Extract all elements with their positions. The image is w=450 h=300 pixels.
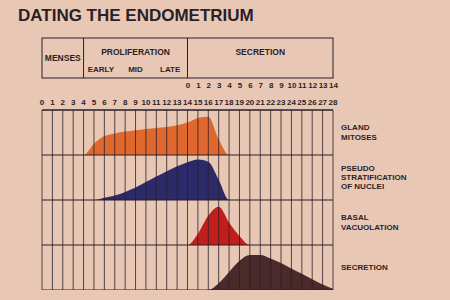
svg-text:10: 10 [141, 98, 150, 107]
svg-text:6: 6 [102, 98, 107, 107]
svg-text:18: 18 [225, 98, 234, 107]
html-text:SECRETION: SECRETION [341, 262, 388, 272]
svg-text:7: 7 [258, 81, 263, 90]
svg-text:1: 1 [50, 98, 55, 107]
svg-text:EARLY: EARLY [88, 65, 115, 74]
svg-text:9: 9 [279, 81, 284, 90]
svg-text:5: 5 [92, 98, 97, 107]
svg-text:8: 8 [268, 81, 273, 90]
svg-text:16: 16 [204, 98, 213, 107]
svg-text:3: 3 [71, 98, 76, 107]
svg-text:6: 6 [248, 81, 253, 90]
svg-text:SECRETION: SECRETION [235, 47, 285, 57]
svg-text:13: 13 [173, 98, 182, 107]
svg-text:11: 11 [152, 98, 161, 107]
svg-text:LATE: LATE [160, 65, 181, 74]
html-text:GLAND MITOSES: GLAND MITOSES [341, 123, 377, 142]
svg-text:26: 26 [308, 98, 317, 107]
html-text:PSEUDO STRATIFICATION OF NUCLE: PSEUDO STRATIFICATION OF NUCLEI [341, 163, 407, 192]
svg-text:1: 1 [196, 81, 201, 90]
svg-text:12: 12 [162, 98, 171, 107]
svg-text:21: 21 [256, 98, 265, 107]
svg-text:2: 2 [61, 98, 66, 107]
svg-text:11: 11 [298, 81, 307, 90]
svg-text:5: 5 [237, 81, 242, 90]
svg-text:10: 10 [287, 81, 296, 90]
svg-text:13: 13 [318, 81, 327, 90]
svg-text:23: 23 [277, 98, 286, 107]
svg-text:12: 12 [308, 81, 317, 90]
svg-text:22: 22 [266, 98, 275, 107]
svg-text:15: 15 [193, 98, 202, 107]
svg-text:27: 27 [318, 98, 327, 107]
svg-text:MID: MID [128, 65, 143, 74]
svg-text:17: 17 [214, 98, 223, 107]
svg-text:0: 0 [40, 98, 45, 107]
svg-text:4: 4 [227, 81, 232, 90]
svg-text:24: 24 [287, 98, 296, 107]
html-text:BASAL VACUOLATION: BASAL VACUOLATION [341, 213, 399, 232]
svg-text:2: 2 [206, 81, 211, 90]
svg-text:MENSES: MENSES [45, 53, 81, 63]
svg-text:28: 28 [329, 98, 338, 107]
svg-text:PROLIFERATION: PROLIFERATION [101, 47, 170, 57]
svg-text:9: 9 [133, 98, 138, 107]
svg-text:14: 14 [329, 81, 338, 90]
svg-text:7: 7 [113, 98, 118, 107]
svg-text:4: 4 [81, 98, 86, 107]
svg-text:3: 3 [216, 81, 221, 90]
svg-text:0: 0 [185, 81, 190, 90]
html-text:DATING THE ENDOMETRIUM: DATING THE ENDOMETRIUM [18, 6, 254, 25]
svg-text:25: 25 [297, 98, 306, 107]
svg-text:8: 8 [123, 98, 128, 107]
svg-text:14: 14 [183, 98, 192, 107]
svg-text:19: 19 [235, 98, 244, 107]
svg-text:20: 20 [245, 98, 254, 107]
